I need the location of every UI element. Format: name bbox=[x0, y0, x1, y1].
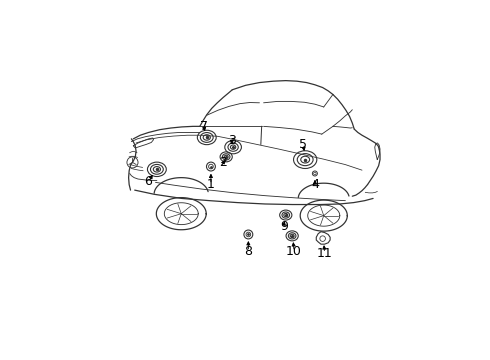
Text: 4: 4 bbox=[311, 178, 319, 191]
Text: 9: 9 bbox=[280, 220, 288, 233]
Text: 11: 11 bbox=[317, 247, 332, 260]
Text: 8: 8 bbox=[245, 245, 252, 258]
Text: 10: 10 bbox=[286, 245, 302, 258]
Text: 5: 5 bbox=[299, 138, 307, 151]
Text: 7: 7 bbox=[200, 120, 208, 133]
Text: 3: 3 bbox=[228, 134, 236, 147]
Text: 2: 2 bbox=[220, 156, 227, 169]
Text: 1: 1 bbox=[207, 178, 215, 191]
Text: 6: 6 bbox=[145, 175, 152, 188]
